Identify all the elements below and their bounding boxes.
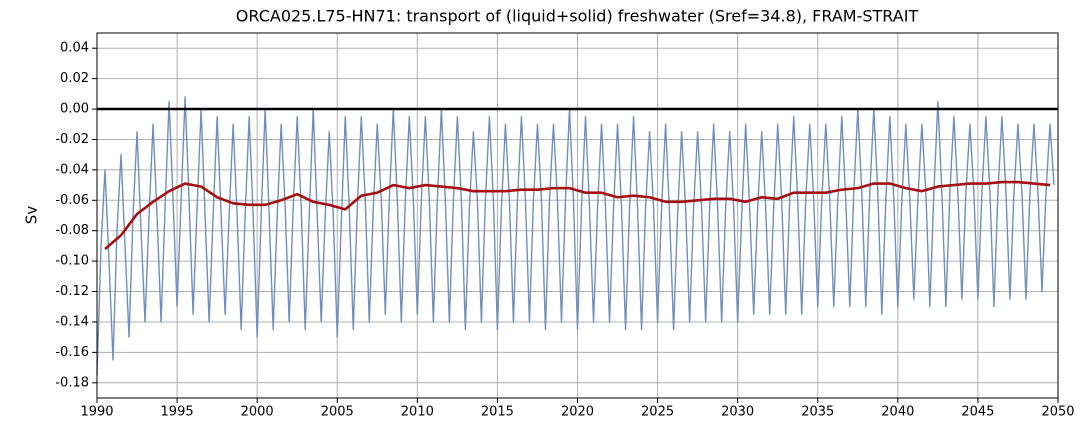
x-tick-label: 2040 xyxy=(881,405,914,420)
y-tick-label: 0.04 xyxy=(60,41,89,56)
y-tick-label: -0.16 xyxy=(55,345,89,360)
x-tick-label: 2045 xyxy=(961,405,994,420)
plot-frame xyxy=(96,32,1059,399)
y-tick-label: -0.10 xyxy=(55,254,89,269)
y-tick-label: -0.06 xyxy=(55,193,89,208)
series-line xyxy=(104,180,1051,250)
x-tick-label: 1990 xyxy=(80,405,113,420)
x-tick-label: 2020 xyxy=(561,405,594,420)
y-tick-label: -0.14 xyxy=(55,314,89,329)
x-tick-label: 2025 xyxy=(641,405,674,420)
x-tick-label: 2000 xyxy=(241,405,274,420)
y-axis-label: Sv xyxy=(23,206,41,225)
series-line xyxy=(96,96,1055,376)
y-tick-label: 0.02 xyxy=(60,71,89,86)
y-tick-label: -0.12 xyxy=(55,284,89,299)
x-tick-label: 2010 xyxy=(401,405,434,420)
x-tick-label: 2005 xyxy=(321,405,354,420)
x-tick-label: 2015 xyxy=(481,405,514,420)
y-tick-label: 0.00 xyxy=(60,102,89,117)
y-tick-label: -0.18 xyxy=(55,375,89,390)
x-tick-label: 2035 xyxy=(801,405,834,420)
y-tick-label: -0.02 xyxy=(55,132,89,147)
x-tick-label: 1995 xyxy=(161,405,194,420)
y-tick-label: -0.08 xyxy=(55,223,89,238)
y-tick-label: -0.04 xyxy=(55,162,89,177)
x-tick-label: 2050 xyxy=(1041,405,1074,420)
chart-title: ORCA025.L75-HN71: transport of (liquid+s… xyxy=(236,7,919,26)
x-tick-label: 2030 xyxy=(721,405,754,420)
